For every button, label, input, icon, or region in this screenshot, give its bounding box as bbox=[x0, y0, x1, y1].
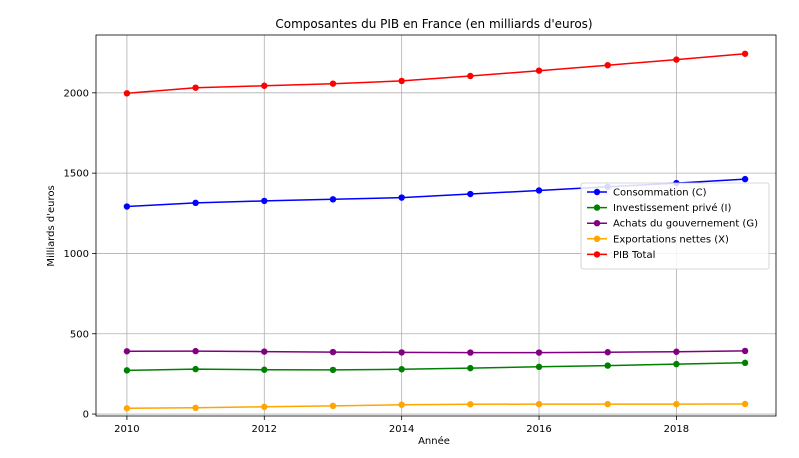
data-point bbox=[192, 404, 199, 412]
data-point bbox=[467, 72, 474, 80]
data-point bbox=[673, 56, 680, 63]
data-point bbox=[261, 82, 268, 89]
data-point bbox=[398, 366, 405, 373]
legend: Consommation (C) Investissement privé (I)… bbox=[580, 182, 770, 270]
data-point bbox=[467, 349, 474, 356]
x-tick-label: 2014 bbox=[389, 424, 414, 435]
x-axis: 2010 2012 2014 2016 2018 bbox=[114, 416, 689, 435]
x-tick-label: 2016 bbox=[526, 424, 551, 435]
y-axis: 0 500 1000 1500 2000 bbox=[64, 88, 96, 421]
data-point bbox=[673, 400, 680, 408]
data-point bbox=[123, 348, 131, 355]
data-point bbox=[535, 400, 543, 408]
data-point bbox=[261, 403, 268, 411]
data-point bbox=[329, 348, 337, 356]
series-line bbox=[126, 53, 746, 95]
data-point bbox=[261, 348, 268, 355]
data-point bbox=[329, 196, 337, 203]
data-point bbox=[123, 405, 131, 412]
series-3 bbox=[123, 347, 749, 356]
data-point bbox=[604, 61, 611, 69]
data-point bbox=[123, 367, 131, 374]
y-tick-label: 500 bbox=[70, 329, 89, 340]
data-point bbox=[604, 362, 611, 369]
y-tick-label: 2000 bbox=[64, 88, 89, 99]
data-point bbox=[329, 366, 337, 374]
series-2 bbox=[123, 359, 749, 374]
data-point bbox=[192, 84, 199, 91]
data-point bbox=[329, 402, 337, 410]
x-tick-label: 2010 bbox=[114, 424, 139, 435]
data-point bbox=[261, 366, 268, 373]
series-line bbox=[126, 403, 746, 410]
legend-marker bbox=[593, 204, 601, 211]
data-point bbox=[329, 80, 337, 87]
legend-label: Investissement privé (I) bbox=[613, 202, 732, 214]
y-axis-label: Milliards d'euros bbox=[46, 185, 57, 266]
data-point bbox=[467, 401, 474, 408]
data-point bbox=[535, 349, 543, 356]
legend-box bbox=[580, 182, 770, 270]
data-point bbox=[535, 187, 543, 194]
legend-label: PIB Total bbox=[613, 250, 655, 261]
legend-marker bbox=[593, 235, 601, 242]
chart-title: Composantes du PIB en France (en milliar… bbox=[275, 17, 592, 31]
legend-item: Achats du gouvernement (G) bbox=[587, 219, 758, 230]
data-point bbox=[192, 347, 199, 355]
data-point bbox=[673, 360, 680, 368]
data-point bbox=[123, 90, 131, 97]
data-point bbox=[741, 400, 749, 408]
series-line bbox=[126, 350, 746, 354]
data-point bbox=[535, 67, 543, 74]
x-tick-label: 2018 bbox=[664, 424, 689, 435]
data-point bbox=[535, 363, 543, 371]
plot-area-frame bbox=[95, 34, 777, 417]
data-point bbox=[192, 199, 199, 207]
legend-label: Achats du gouvernement (G) bbox=[613, 219, 758, 230]
data-point bbox=[741, 359, 749, 367]
legend-item: Exportations nettes (X) bbox=[587, 234, 729, 245]
data-point bbox=[741, 175, 749, 183]
y-tick-label: 0 bbox=[83, 410, 89, 421]
x-axis-label: Année bbox=[418, 435, 450, 447]
data-point bbox=[123, 203, 131, 210]
data-point bbox=[673, 348, 680, 355]
data-point bbox=[741, 347, 749, 355]
x-tick-label: 2012 bbox=[252, 424, 277, 435]
legend-label: Consommation (C) bbox=[613, 188, 707, 199]
data-point bbox=[398, 77, 405, 85]
data-point bbox=[467, 364, 474, 372]
data-point bbox=[398, 349, 405, 356]
data-point bbox=[604, 349, 611, 356]
legend-item: Investissement privé (I) bbox=[587, 202, 732, 214]
legend-item: PIB Total bbox=[587, 250, 655, 261]
series-line bbox=[126, 362, 746, 372]
legend-item: Consommation (C) bbox=[587, 188, 707, 199]
data-point bbox=[261, 197, 268, 205]
legend-marker bbox=[593, 251, 601, 258]
data-point bbox=[467, 190, 474, 198]
series-4 bbox=[123, 400, 749, 412]
legend-marker bbox=[593, 188, 601, 196]
data-point bbox=[604, 400, 611, 408]
legend-marker bbox=[593, 220, 601, 227]
data-point bbox=[192, 365, 199, 373]
legend-label: Exportations nettes (X) bbox=[613, 234, 729, 245]
y-tick-label: 1500 bbox=[64, 169, 89, 180]
series-5 bbox=[123, 50, 749, 97]
data-point bbox=[741, 50, 749, 57]
y-tick-label: 1000 bbox=[64, 249, 89, 260]
data-point bbox=[398, 194, 405, 201]
data-point bbox=[398, 401, 405, 408]
